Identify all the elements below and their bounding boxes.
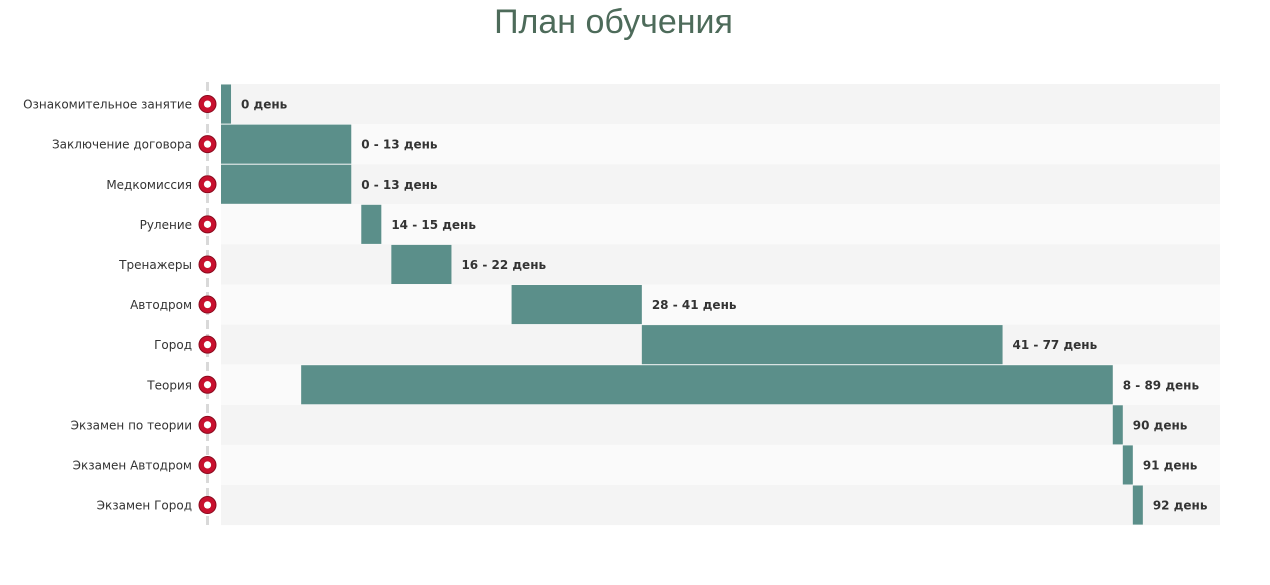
task-duration-label: 14 - 15 день	[391, 218, 476, 232]
task-duration-label: 28 - 41 день	[652, 298, 737, 312]
task-bar[interactable]	[642, 325, 1003, 364]
task-bar[interactable]	[1133, 486, 1143, 525]
task-name-label: Медкомиссия	[106, 178, 192, 192]
milestone-marker-center	[204, 100, 211, 107]
task-bar[interactable]	[221, 85, 231, 124]
row-background	[221, 244, 1220, 284]
task-bar[interactable]	[512, 285, 642, 324]
task-duration-label: 91 день	[1143, 458, 1198, 472]
milestone-marker-center	[204, 461, 211, 468]
row-background	[221, 445, 1220, 485]
row-background	[221, 405, 1220, 445]
milestone-marker-center	[204, 501, 211, 508]
task-duration-label: 16 - 22 день	[461, 258, 546, 272]
milestone-marker-center	[204, 261, 211, 268]
task-name-label: Экзамен Автодром	[73, 458, 192, 472]
milestone-marker-center	[204, 181, 211, 188]
milestone-marker-center	[204, 421, 211, 428]
task-name-label: Руление	[140, 218, 192, 232]
task-duration-label: 0 - 13 день	[361, 138, 438, 152]
task-bar[interactable]	[391, 245, 451, 284]
task-duration-label: 41 - 77 день	[1013, 338, 1098, 352]
task-bar[interactable]	[1113, 405, 1123, 444]
task-bar[interactable]	[221, 165, 351, 204]
task-duration-label: 92 день	[1153, 499, 1208, 513]
milestone-marker-center	[204, 221, 211, 228]
task-duration-label: 0 - 13 день	[361, 178, 438, 192]
task-name-label: Город	[154, 338, 192, 352]
task-duration-label: 90 день	[1133, 418, 1188, 432]
row-background	[221, 485, 1220, 525]
milestone-marker-center	[204, 341, 211, 348]
task-bar[interactable]	[221, 125, 351, 164]
task-bar[interactable]	[361, 205, 381, 244]
milestone-marker-center	[204, 381, 211, 388]
milestone-marker-center	[204, 301, 211, 308]
task-bar[interactable]	[301, 365, 1113, 404]
task-name-label: Тренажеры	[118, 258, 192, 272]
task-name-label: Экзамен по теории	[71, 418, 192, 432]
task-duration-label: 0 день	[241, 98, 288, 112]
row-background	[221, 84, 1220, 124]
task-name-label: Теория	[146, 378, 192, 392]
task-name-label: Ознакомительное занятие	[23, 98, 192, 112]
task-name-label: Автодром	[130, 298, 192, 312]
task-name-label: Заключение договора	[52, 138, 192, 152]
milestone-marker-center	[204, 141, 211, 148]
task-duration-label: 8 - 89 день	[1123, 378, 1200, 392]
task-name-label: Экзамен Город	[97, 499, 192, 513]
task-bar[interactable]	[1123, 445, 1133, 484]
